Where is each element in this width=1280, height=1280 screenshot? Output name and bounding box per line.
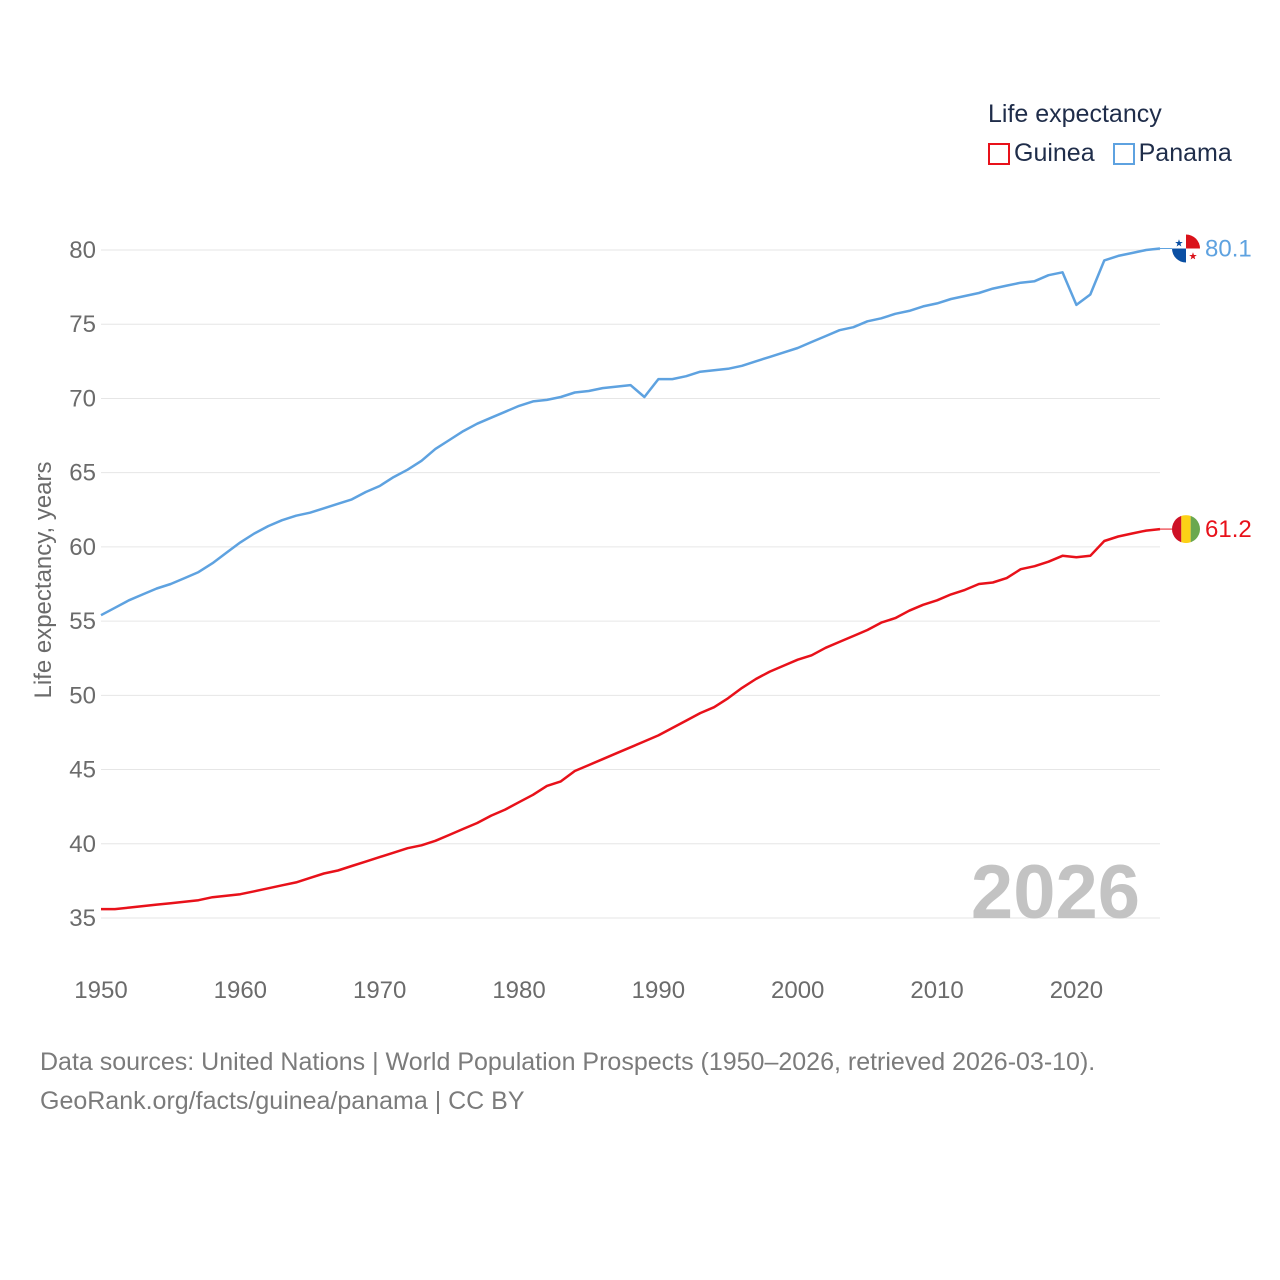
- end-value-label-panama: 80.1: [1205, 236, 1252, 263]
- y-tick-label: 35: [69, 905, 96, 932]
- end-value-label-guinea: 61.2: [1205, 516, 1252, 543]
- y-tick-label: 45: [69, 757, 96, 784]
- panama-flag-icon: ★★: [1172, 234, 1200, 263]
- series-line-guinea: [101, 527, 1161, 911]
- x-tick-label: 1960: [214, 977, 267, 1004]
- legend-label-panama: Panama: [1138, 139, 1232, 167]
- legend: Life expectancy Guinea Panama: [988, 100, 1232, 168]
- x-tick-label: 1950: [74, 977, 127, 1004]
- x-tick-label: 1990: [632, 977, 685, 1004]
- y-tick-label: 70: [69, 385, 96, 412]
- legend-item-guinea[interactable]: Guinea: [988, 139, 1095, 168]
- y-axis-label: Life expectancy, years: [30, 461, 57, 698]
- x-tick-label: 2010: [910, 977, 963, 1004]
- svg-text:★: ★: [1189, 252, 1198, 263]
- year-watermark: 2026: [971, 850, 1140, 935]
- series-lines: [100, 247, 1161, 911]
- legend-swatch-guinea: [988, 142, 1010, 165]
- series-end-markers: 61.2★★ 80.1: [1160, 234, 1252, 544]
- grid-lines: [101, 249, 1160, 919]
- data-source-note: Data sources: United Nations | World Pop…: [40, 1043, 1095, 1121]
- y-tick-label: 80: [69, 237, 96, 264]
- x-tick-label: 2000: [771, 977, 824, 1004]
- x-tick-label: 2020: [1050, 977, 1103, 1004]
- series-line-panama: [100, 247, 1161, 617]
- x-tick-label: 1980: [492, 977, 545, 1004]
- y-tick-label: 60: [69, 534, 96, 561]
- y-tick-label: 50: [69, 682, 96, 709]
- x-tick-label: 1970: [353, 977, 406, 1004]
- guinea-flag-icon: [1172, 515, 1200, 544]
- svg-text:★: ★: [1175, 239, 1184, 250]
- y-tick-label: 75: [69, 311, 96, 338]
- legend-title: Life expectancy: [988, 100, 1162, 128]
- x-axis-ticks: 1950 1960 1970 1980 1990 2000 2010 2020: [74, 977, 1103, 1004]
- y-tick-label: 55: [69, 608, 96, 635]
- legend-item-panama[interactable]: Panama: [1112, 139, 1232, 168]
- y-tick-label: 40: [69, 831, 96, 858]
- source-line-1: Data sources: United Nations | World Pop…: [40, 1048, 1096, 1076]
- y-axis-ticks: 35 40 45 50 55 60 65 70 75 80: [69, 237, 96, 932]
- legend-label-guinea: Guinea: [1014, 139, 1095, 167]
- legend-swatch-panama: [1112, 142, 1135, 165]
- source-line-2[interactable]: GeoRank.org/facts/guinea/panama | CC BY: [40, 1087, 525, 1115]
- y-tick-label: 65: [69, 460, 96, 487]
